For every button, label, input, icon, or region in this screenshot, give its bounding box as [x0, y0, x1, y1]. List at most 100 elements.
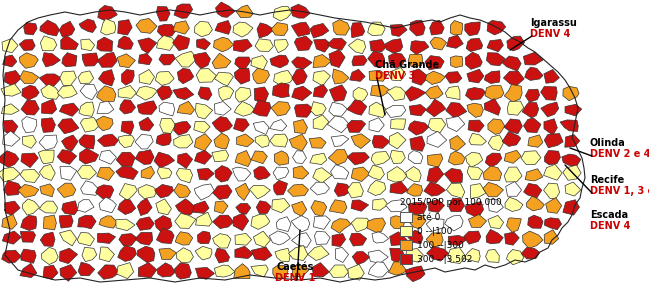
- Polygon shape: [174, 122, 191, 135]
- Polygon shape: [388, 67, 406, 81]
- Polygon shape: [158, 24, 177, 38]
- Polygon shape: [488, 216, 504, 228]
- Polygon shape: [450, 135, 465, 151]
- Polygon shape: [138, 101, 157, 114]
- Polygon shape: [353, 88, 368, 104]
- Polygon shape: [291, 201, 307, 216]
- Polygon shape: [117, 54, 136, 67]
- Polygon shape: [329, 102, 347, 116]
- Polygon shape: [446, 116, 465, 132]
- Polygon shape: [327, 38, 347, 50]
- Polygon shape: [233, 213, 249, 231]
- Polygon shape: [57, 150, 77, 164]
- Polygon shape: [40, 184, 55, 197]
- Polygon shape: [469, 215, 487, 228]
- Polygon shape: [408, 54, 422, 67]
- Polygon shape: [506, 182, 522, 196]
- Polygon shape: [197, 231, 211, 244]
- Polygon shape: [273, 7, 291, 21]
- Polygon shape: [138, 198, 152, 216]
- Polygon shape: [545, 218, 561, 230]
- Polygon shape: [57, 85, 77, 98]
- Polygon shape: [197, 39, 210, 50]
- Polygon shape: [487, 39, 504, 52]
- Polygon shape: [198, 87, 212, 100]
- Polygon shape: [60, 71, 77, 86]
- Polygon shape: [236, 5, 253, 17]
- Polygon shape: [427, 166, 444, 183]
- Polygon shape: [352, 252, 370, 265]
- Polygon shape: [445, 216, 463, 231]
- Polygon shape: [390, 150, 405, 163]
- Polygon shape: [465, 52, 482, 69]
- Polygon shape: [448, 247, 466, 263]
- Polygon shape: [251, 265, 268, 277]
- Polygon shape: [3, 231, 21, 244]
- Polygon shape: [40, 232, 55, 247]
- Polygon shape: [351, 134, 371, 148]
- Polygon shape: [367, 218, 386, 232]
- Polygon shape: [213, 185, 232, 200]
- Polygon shape: [313, 115, 329, 130]
- Polygon shape: [410, 20, 425, 36]
- Polygon shape: [270, 134, 288, 147]
- Polygon shape: [425, 71, 445, 85]
- Polygon shape: [117, 20, 132, 35]
- Polygon shape: [5, 201, 20, 215]
- Polygon shape: [99, 197, 116, 213]
- Polygon shape: [212, 150, 228, 162]
- Polygon shape: [387, 166, 407, 182]
- Polygon shape: [426, 233, 443, 247]
- Polygon shape: [193, 201, 209, 213]
- Polygon shape: [488, 200, 504, 213]
- Polygon shape: [0, 167, 20, 182]
- Polygon shape: [405, 86, 426, 101]
- Polygon shape: [447, 183, 465, 198]
- Polygon shape: [138, 246, 155, 262]
- Polygon shape: [236, 87, 251, 102]
- Polygon shape: [485, 153, 502, 167]
- Polygon shape: [545, 133, 563, 148]
- Polygon shape: [117, 245, 136, 262]
- Text: 100 --|300: 100 --|300: [417, 240, 464, 250]
- Polygon shape: [80, 84, 97, 100]
- Polygon shape: [293, 151, 306, 163]
- Polygon shape: [176, 169, 193, 183]
- Polygon shape: [291, 57, 312, 69]
- Polygon shape: [98, 5, 117, 21]
- Text: 2015/POP por 100.000: 2015/POP por 100.000: [400, 198, 502, 207]
- Polygon shape: [138, 38, 157, 54]
- Polygon shape: [408, 121, 429, 135]
- Polygon shape: [312, 263, 329, 277]
- Polygon shape: [525, 169, 543, 181]
- Polygon shape: [253, 100, 271, 116]
- Polygon shape: [2, 250, 21, 263]
- Polygon shape: [59, 21, 75, 37]
- FancyBboxPatch shape: [400, 226, 412, 236]
- Polygon shape: [195, 103, 213, 119]
- Polygon shape: [386, 87, 406, 101]
- Polygon shape: [332, 69, 349, 84]
- Polygon shape: [350, 233, 367, 246]
- Polygon shape: [273, 265, 288, 279]
- Polygon shape: [116, 166, 138, 179]
- Polygon shape: [136, 86, 157, 100]
- Polygon shape: [465, 22, 480, 36]
- Polygon shape: [77, 232, 95, 246]
- Polygon shape: [336, 247, 349, 262]
- Text: Igarassu: Igarassu: [530, 18, 577, 28]
- Polygon shape: [135, 134, 153, 149]
- Polygon shape: [331, 135, 349, 147]
- Polygon shape: [347, 183, 363, 198]
- Polygon shape: [488, 135, 504, 151]
- Text: Olinda: Olinda: [590, 138, 626, 148]
- Polygon shape: [272, 199, 290, 213]
- Polygon shape: [428, 154, 443, 167]
- Polygon shape: [1, 84, 21, 96]
- Polygon shape: [251, 247, 272, 260]
- Polygon shape: [309, 138, 326, 148]
- Polygon shape: [524, 118, 541, 133]
- Polygon shape: [95, 185, 114, 199]
- Polygon shape: [78, 71, 93, 83]
- Polygon shape: [175, 199, 196, 215]
